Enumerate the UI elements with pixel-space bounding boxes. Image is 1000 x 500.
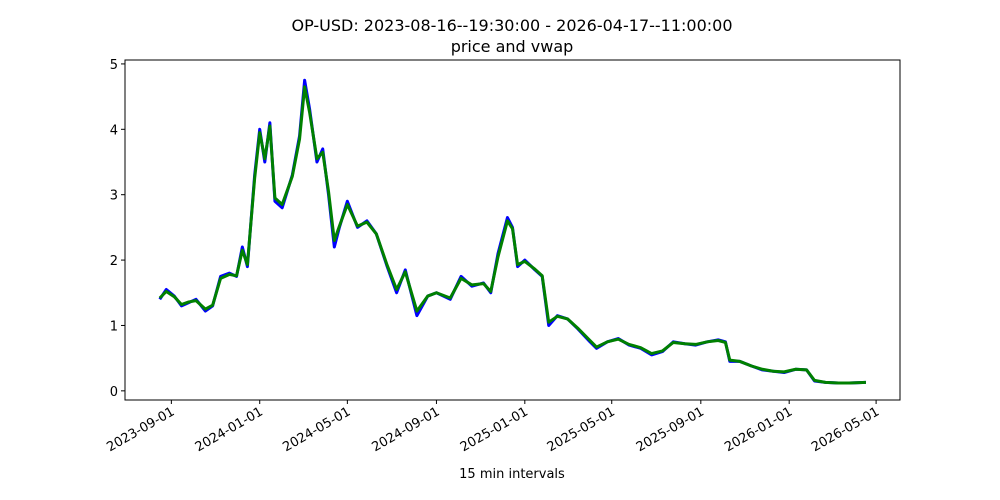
chart-subtitle: price and vwap xyxy=(451,37,574,56)
y-tick-label: 1 xyxy=(110,319,118,334)
chart-title: OP-USD: 2023-08-16--19:30:00 - 2026-04-1… xyxy=(291,16,732,35)
y-tick-label: 5 xyxy=(110,58,118,73)
y-tick-label: 0 xyxy=(110,385,118,400)
y-tick-label: 3 xyxy=(110,189,118,204)
plot-frame xyxy=(124,59,901,401)
x-axis-label: 15 min intervals xyxy=(459,467,565,482)
y-tick-label: 4 xyxy=(110,123,118,138)
series-line xyxy=(158,85,867,385)
y-tick-label: 2 xyxy=(110,254,118,269)
